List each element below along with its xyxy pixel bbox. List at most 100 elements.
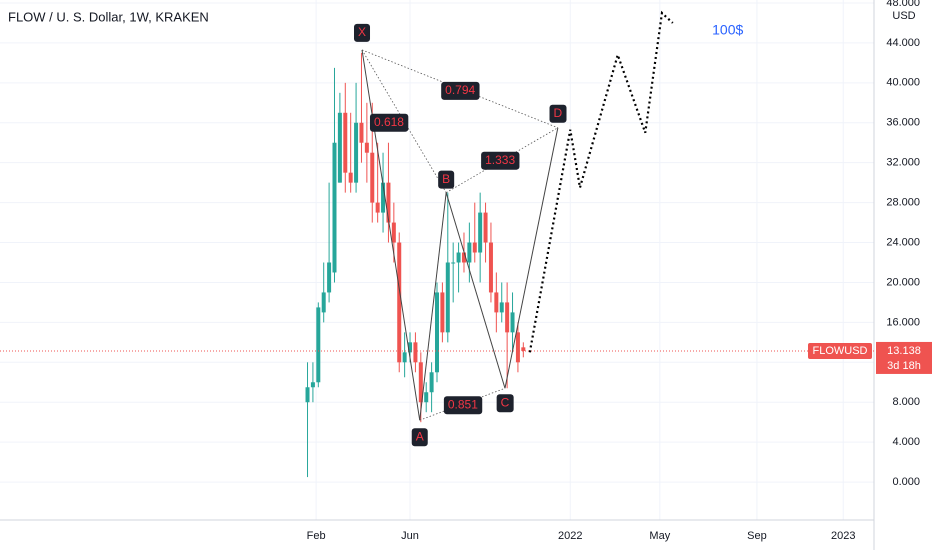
y-tick-label: 28.000 (886, 197, 920, 209)
candle-body (348, 172, 353, 183)
candle-body (381, 182, 386, 213)
y-tick-label: 40.000 (886, 77, 920, 89)
x-tick-label: Feb (307, 530, 326, 542)
y-tick-label: 48.000 (886, 0, 920, 9)
candle-body (354, 122, 359, 183)
candle-body (499, 302, 504, 313)
ratio-label: 0.794 (441, 81, 480, 100)
ratio-label-box (443, 396, 483, 415)
pattern-label-box (496, 394, 514, 413)
candle-body (424, 392, 429, 403)
candle-body (461, 252, 466, 263)
x-tick-label: May (649, 530, 670, 542)
candle-body (440, 292, 445, 333)
candle-body (413, 342, 418, 363)
ratio-label: 0.618 (369, 113, 409, 132)
pattern-label-text: C (501, 395, 510, 409)
candle-body (445, 262, 450, 333)
pattern-line (361, 49, 421, 421)
candle-body (478, 212, 483, 253)
ratio-label: 0.851 (443, 396, 483, 415)
x-tick-label: 2023 (831, 530, 855, 542)
x-tick-label: 2022 (558, 530, 582, 542)
pattern-label: X (354, 23, 371, 42)
x-tick-label: Sep (747, 530, 767, 542)
candle-body (494, 292, 499, 313)
price-label: 13.138 (887, 345, 921, 357)
candle-body (456, 252, 461, 263)
symbol-label: FLOWUSD (813, 345, 868, 357)
ratio-label-box (369, 113, 409, 132)
pattern-label-text: X (358, 25, 366, 39)
candle-body (418, 362, 423, 403)
note: 100$ (712, 22, 743, 38)
candle-body (391, 222, 396, 243)
candle-body (408, 342, 413, 353)
candle-body (510, 312, 515, 333)
candle-body (451, 262, 456, 264)
pattern-line (504, 127, 559, 389)
pattern-line (445, 192, 506, 389)
pattern-label-box (411, 428, 428, 447)
candle-body (472, 242, 477, 253)
pattern-label-box (354, 23, 371, 42)
candle-body (521, 347, 526, 351)
pattern-label-text: D (554, 106, 563, 120)
candle-body (310, 382, 315, 388)
candle-body (386, 182, 391, 223)
pattern-label-text: A (416, 429, 424, 443)
candle-body (402, 352, 407, 363)
pattern-label-box (438, 170, 455, 189)
projection-path (528, 10, 674, 353)
ratio-label-text: 0.618 (374, 115, 404, 129)
ratio-line (445, 127, 559, 193)
pattern-line (419, 192, 447, 421)
ratio-label-text: 0.794 (445, 83, 475, 97)
ratio-label: 1.333 (481, 151, 520, 170)
pattern-label: A (411, 428, 428, 447)
candle-body (332, 142, 337, 273)
candle-body (359, 122, 364, 143)
candle-body (370, 152, 375, 203)
candle-body (483, 212, 488, 243)
x-tick-label: Jun (401, 530, 419, 542)
y-tick-label: 20.000 (886, 276, 920, 288)
pattern-label: C (496, 394, 514, 413)
candle-body (435, 292, 439, 373)
candle-body (364, 142, 369, 153)
y-tick-label: 32.000 (886, 157, 920, 169)
pattern-label: D (549, 104, 567, 123)
ratio-label-text: 1.333 (485, 153, 515, 167)
y-tick-label: 16.000 (886, 316, 920, 328)
pattern-label: B (438, 170, 455, 189)
candle-body (327, 262, 332, 293)
y-tick-label: 24.000 (886, 236, 920, 248)
candle-body (488, 242, 493, 293)
ratio-label-text: 0.851 (448, 397, 478, 411)
candle-body (429, 372, 434, 393)
candle-body (321, 292, 326, 313)
y-tick-label: 8.000 (892, 396, 920, 408)
countdown-label: 3d 18h (887, 360, 921, 372)
ratio-label-box (441, 81, 480, 100)
candle-body (343, 112, 348, 173)
y-tick-label: 4.000 (892, 436, 920, 448)
symbol-badge (808, 342, 872, 359)
candle-body (505, 302, 510, 333)
ratio-label-box (481, 151, 520, 170)
candle-body (397, 242, 402, 363)
pattern-label-box (549, 104, 567, 123)
price-badge (876, 341, 932, 374)
candle-body (467, 242, 472, 263)
candle-body (305, 387, 310, 403)
candle-body (375, 202, 380, 213)
candle-body (515, 332, 520, 363)
pattern-label-text: B (442, 172, 450, 186)
candle-body (337, 112, 342, 183)
currency-label: USD (892, 10, 915, 22)
y-tick-label: 0.000 (892, 476, 920, 488)
chart-title: FLOW / U. S. Dollar, 1W, KRAKEN (8, 9, 209, 24)
candle-body (316, 307, 321, 383)
y-tick-label: 36.000 (886, 117, 920, 129)
